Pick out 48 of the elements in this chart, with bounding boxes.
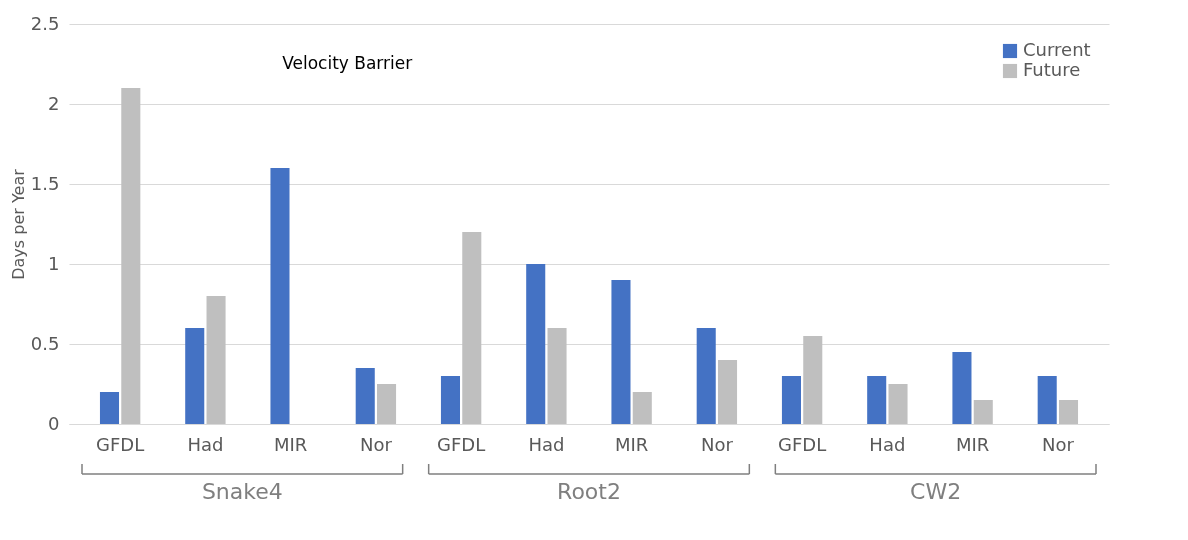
x-tick-label: MIR (955, 433, 990, 455)
bar (1058, 400, 1079, 424)
legend-label: Future (1023, 59, 1081, 80)
bar (952, 352, 972, 424)
bar (355, 368, 375, 424)
y-tick-label: 2.5 (30, 12, 60, 34)
bar (781, 376, 801, 424)
y-tick-label: 0 (48, 412, 60, 434)
x-tick-label: GFDL (96, 433, 145, 455)
bar (717, 360, 738, 424)
bar (547, 328, 567, 424)
y-tick-label: 2 (48, 92, 60, 114)
y-tick-label: 1.5 (30, 172, 60, 194)
bar (888, 384, 908, 424)
bar (696, 328, 716, 424)
x-tick-label: Nor (700, 433, 734, 455)
bar (867, 376, 887, 424)
bar (206, 296, 226, 424)
y-tick-label: 1 (48, 252, 60, 274)
x-tick-label: GFDL (778, 433, 827, 455)
x-tick-label: GFDL (437, 433, 486, 455)
bar (611, 280, 631, 424)
x-tick-label: MIR (614, 433, 649, 455)
bar (377, 384, 397, 424)
text: Snake4 (201, 479, 283, 504)
bar (270, 168, 290, 424)
bar (462, 232, 482, 424)
bar (973, 400, 993, 424)
text: Velocity Barrier (282, 53, 413, 73)
x-tick-label: Had (869, 433, 906, 455)
y-tick-label: 0.5 (30, 332, 60, 354)
bar (526, 264, 546, 424)
text: Root2 (557, 479, 621, 504)
bar (121, 88, 141, 424)
x-tick-label: Had (528, 433, 565, 455)
x-tick-label: Nor (1041, 433, 1075, 455)
bar (803, 336, 823, 424)
bar (440, 376, 461, 424)
legend-label: Current (1023, 39, 1091, 60)
bar (185, 328, 205, 424)
bar (99, 392, 120, 424)
text: CW2 (910, 479, 962, 504)
x-tick-label: Nor (359, 433, 393, 455)
y-axis-title: Days per Year (8, 168, 28, 280)
x-tick-label: Had (187, 433, 224, 455)
bar (632, 392, 652, 424)
x-tick-label: MIR (273, 433, 308, 455)
bar (1037, 376, 1057, 424)
